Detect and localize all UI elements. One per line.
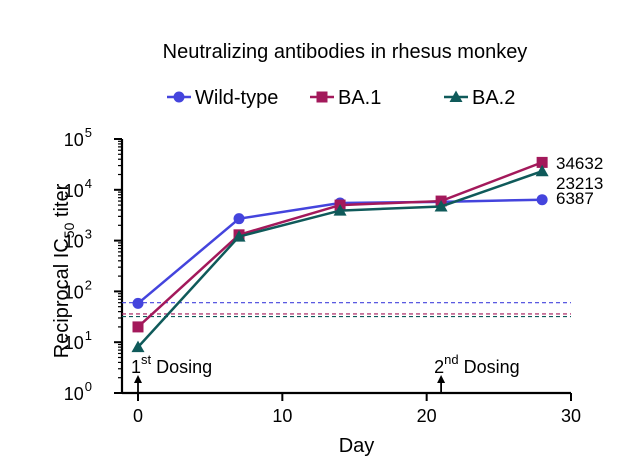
data-point — [535, 164, 549, 177]
dosing-label: 2nd Dosing — [434, 352, 520, 377]
data-point — [131, 340, 145, 353]
data-point — [232, 230, 246, 242]
series-ba-1 — [132, 156, 548, 333]
dosing-annotation: 2nd Dosing — [434, 352, 520, 393]
chart-title: Neutralizing antibodies in rhesus monkey — [163, 41, 528, 63]
legend-item: Wild-type — [167, 87, 278, 109]
dosing-label: 1st Dosing — [131, 352, 212, 377]
data-point — [333, 204, 347, 216]
x-tick-label: 20 — [417, 406, 437, 426]
legend-item: BA.2 — [444, 87, 515, 109]
y-tick-label: 105 — [64, 125, 92, 150]
dosing-arrow-head — [134, 375, 142, 383]
dosing-arrow-head — [437, 375, 446, 383]
x-tick-label: 30 — [561, 406, 581, 426]
data-point — [132, 321, 144, 333]
data-point — [536, 156, 548, 168]
y-tick-label: 102 — [64, 277, 92, 302]
axes: 100 101 102 103 104 105 0 10 20 30 Day Reciprocal I… — [51, 125, 581, 457]
data-point — [434, 199, 448, 212]
legend-label: Wild-type — [195, 87, 278, 109]
end-value-label: 23213 — [556, 174, 603, 193]
data-point — [536, 194, 548, 206]
legend-marker — [316, 91, 328, 103]
legend-label: BA.1 — [338, 87, 381, 109]
legend: Wild-type BA.1 BA.2 — [167, 87, 515, 109]
legend-marker — [449, 90, 463, 102]
end-value-label: 34632 — [556, 154, 603, 173]
y-tick-label: 104 — [64, 176, 92, 201]
data-point — [233, 213, 245, 225]
dosing-annotation: 1st Dosing — [131, 352, 212, 393]
x-tick-label: 0 — [133, 406, 143, 426]
legend-label: BA.2 — [472, 87, 515, 109]
series-layer — [131, 156, 549, 353]
detection-limit-lines — [122, 302, 571, 318]
series-ba-2 — [131, 164, 549, 353]
legend-marker — [173, 91, 185, 103]
y-tick-label: 103 — [64, 227, 92, 252]
x-tick-label: 10 — [272, 406, 292, 426]
x-axis-label: Day — [339, 435, 375, 457]
y-tick-label: 101 — [64, 328, 92, 353]
data-point — [132, 297, 144, 309]
end-value-label: 6387 — [556, 189, 594, 208]
y-tick-label: 100 — [64, 379, 92, 404]
dosing-annotations: 1st Dosing 2nd Dosing — [131, 352, 520, 393]
legend-item: BA.1 — [310, 87, 381, 109]
y-axis-label: Reciprocal IC50 titer — [51, 183, 77, 358]
